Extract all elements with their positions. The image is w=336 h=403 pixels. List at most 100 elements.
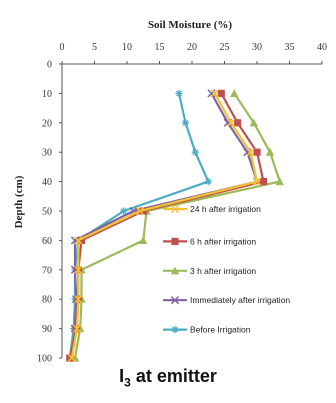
data-point-stroke	[182, 119, 189, 126]
data-point-triangle	[265, 148, 275, 156]
data-point-stroke	[74, 265, 83, 274]
data-point-cross	[170, 296, 180, 305]
x-tick-label: 5	[92, 42, 97, 53]
y-tick-label: 40	[42, 177, 52, 188]
y-tick-label: 100	[37, 354, 52, 365]
data-point-stroke	[74, 295, 83, 304]
data-point-stroke	[67, 353, 76, 363]
data-point-cross	[207, 89, 216, 98]
data-point-stroke	[205, 178, 212, 185]
data-point-square	[259, 178, 268, 186]
data-point-stroke	[72, 324, 82, 333]
data-point-square	[253, 148, 261, 156]
legend-label: Before Irrigation	[190, 325, 251, 335]
data-point-asterisk	[181, 119, 190, 127]
y-tick-label: 20	[42, 118, 52, 129]
data-point-stroke	[207, 89, 216, 98]
data-point-stroke	[252, 177, 262, 186]
data-point-stroke	[176, 90, 182, 97]
series-line	[70, 92, 259, 359]
series-line	[68, 93, 210, 359]
data-point-stroke	[70, 236, 80, 245]
caption-suffix: at emitter	[130, 366, 217, 386]
legend-label: 3 h after irrigation	[190, 266, 256, 276]
legend-item: 6 h after irrigation	[163, 236, 256, 246]
data-point-stroke	[226, 118, 236, 127]
legend-item: 3 h after irrigation	[163, 266, 256, 276]
x-tick-label: 25	[220, 42, 230, 53]
x-tick-label: 40	[317, 42, 327, 53]
y-tick-label: 60	[42, 236, 52, 247]
data-point-stroke	[170, 204, 180, 214]
data-point-triangle	[170, 266, 180, 275]
y-tick-label: 30	[42, 148, 52, 159]
legend-item: 24 h after irrigation	[163, 204, 261, 214]
y-tick-label: 0	[47, 60, 52, 71]
data-point-triangle	[230, 89, 239, 97]
chart-title: Soil Moisture (%)	[148, 19, 232, 31]
data-point-asterisk	[175, 89, 183, 97]
data-point-asterisk	[120, 207, 128, 215]
data-point-square	[77, 236, 86, 244]
data-point-stroke	[170, 296, 180, 305]
series-layer	[66, 89, 284, 363]
legend-item: Immediately after irrigation	[163, 295, 290, 305]
data-point-cross	[74, 236, 83, 245]
data-point-asterisk	[204, 178, 212, 186]
legend-item: Before Irrigation	[163, 325, 251, 335]
series-group	[67, 89, 262, 363]
data-point-square	[233, 119, 242, 127]
series-group	[66, 89, 212, 362]
x-tick-label: 20	[187, 42, 197, 53]
y-tick-label: 10	[42, 89, 52, 100]
data-point-stroke	[74, 236, 83, 245]
chart-caption: I3 at emitter	[0, 366, 336, 390]
data-point-stroke	[135, 206, 145, 216]
data-point-asterisk	[191, 148, 199, 156]
legend-label: 24 h after irrigation	[190, 204, 261, 214]
x-tick-label: 15	[155, 42, 165, 53]
data-point-cross	[170, 204, 180, 214]
data-point-cross	[252, 177, 262, 186]
legend: 24 h after irrigation 6 h after irrigatio…	[163, 204, 290, 335]
legend-label: 6 h after irrigation	[190, 236, 256, 246]
series-group	[67, 89, 262, 363]
data-point-stroke	[192, 149, 199, 156]
data-point-triangle	[249, 118, 258, 127]
x-tick-label: 30	[252, 42, 262, 53]
caption-subscript: 3	[124, 375, 131, 390]
data-point-square	[217, 89, 225, 97]
data-point-cross	[226, 118, 236, 127]
axes: 0 5 10 15 20 25 30 35 40 0 10 20 30 40 50 60 70 80 90 100	[37, 42, 327, 365]
data-point-stroke	[120, 208, 127, 214]
data-point-square	[66, 354, 74, 362]
y-tick-label: 90	[42, 324, 52, 335]
series-line	[70, 92, 259, 359]
y-tick-label: 70	[42, 265, 52, 276]
data-point-cross	[135, 206, 145, 216]
data-point-cross	[67, 353, 76, 363]
data-point-triangle	[139, 236, 148, 244]
data-point-stroke	[210, 89, 219, 98]
y-axis-title: Depth (cm)	[13, 175, 25, 228]
caption-prefix: I	[119, 366, 125, 386]
data-point-stroke	[129, 206, 138, 216]
data-point-square	[171, 237, 179, 245]
x-tick-label: 10	[122, 42, 132, 53]
legend-label: Immediately after irrigation	[190, 295, 290, 305]
data-point-stroke	[172, 326, 178, 333]
x-tick-label: 0	[60, 42, 65, 53]
data-point-cross	[210, 89, 219, 98]
data-point-cross	[72, 324, 82, 333]
soil-moisture-chart: Soil Moisture (%) Depth (cm) 0 5 10 15 20 25 3…	[13, 19, 327, 365]
y-tick-label: 80	[42, 295, 52, 306]
x-tick-label: 35	[285, 42, 295, 53]
y-tick-label: 50	[42, 207, 52, 218]
series-line	[73, 92, 281, 359]
data-point-stroke	[246, 148, 255, 157]
data-point-cross	[246, 148, 255, 157]
data-point-triangle	[275, 177, 284, 186]
data-point-cross	[74, 265, 83, 274]
data-point-cross	[74, 295, 83, 304]
data-point-asterisk	[171, 326, 179, 334]
